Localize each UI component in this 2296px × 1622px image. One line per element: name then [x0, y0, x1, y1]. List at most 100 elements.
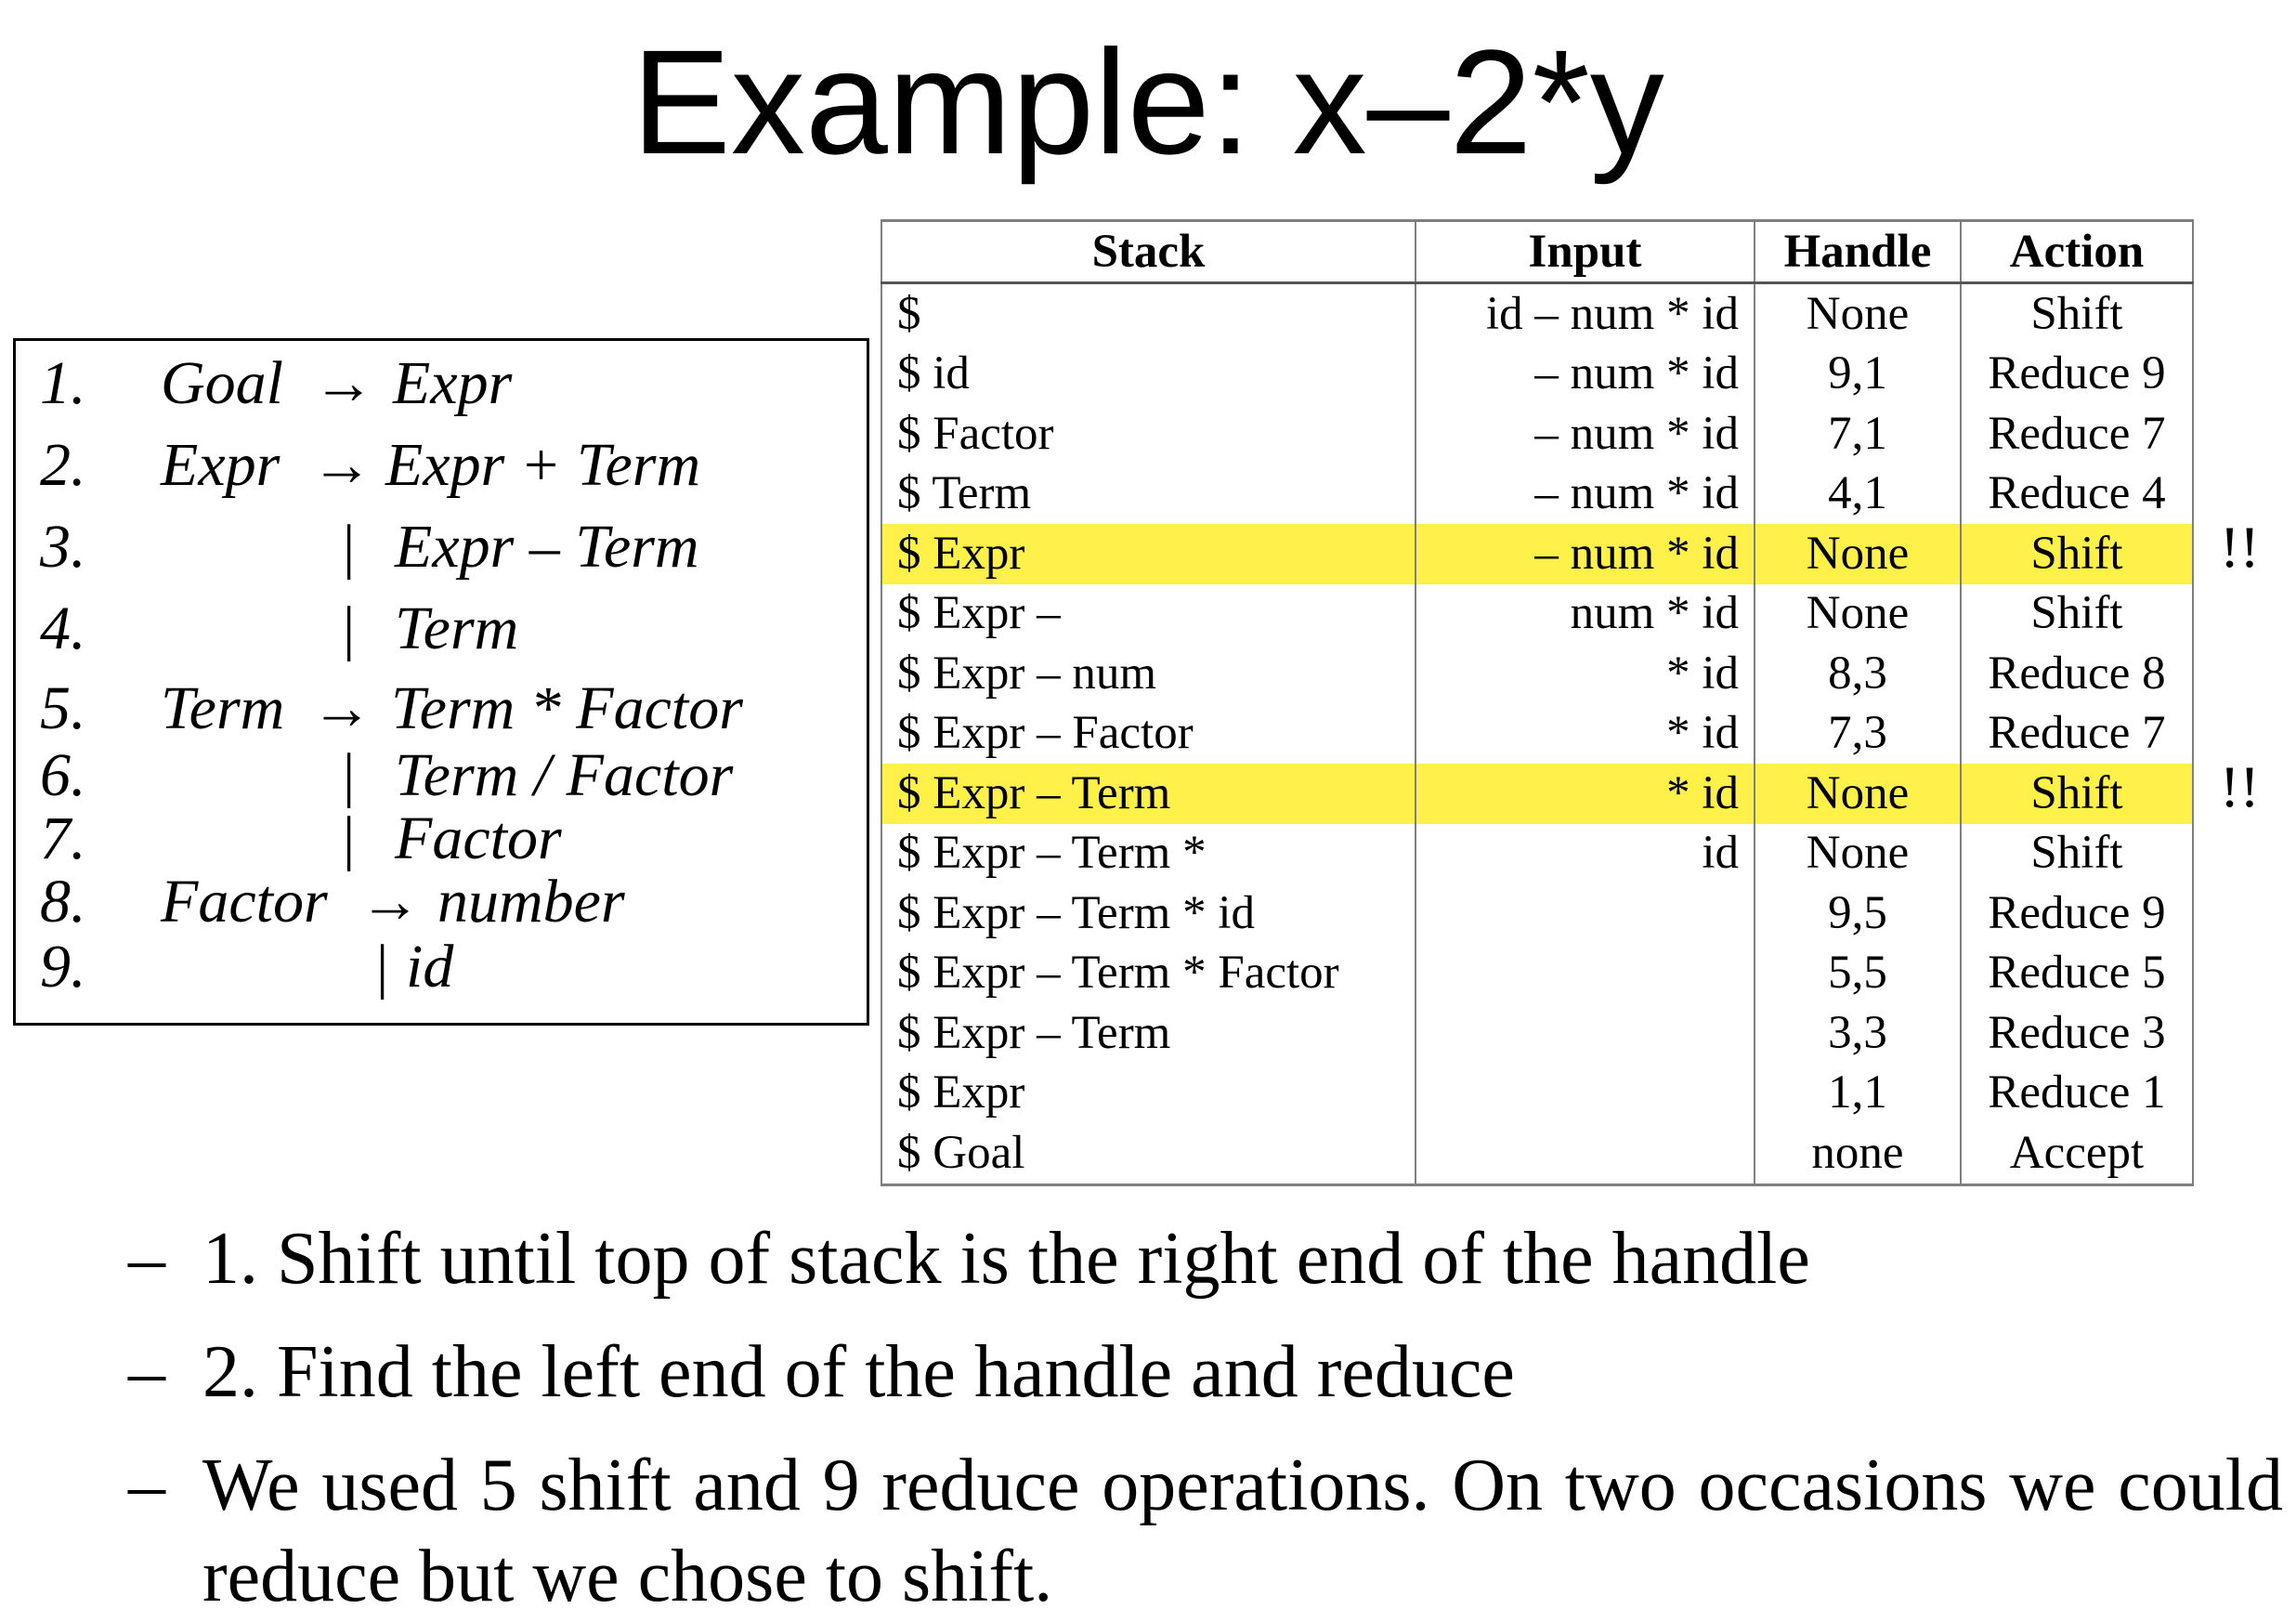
- rule-arrow: →: [311, 674, 372, 742]
- header-action: Action: [1960, 219, 2194, 284]
- cell-action: Shift: [1960, 583, 2194, 644]
- cell-stack: $ Factor: [881, 404, 1416, 464]
- grammar-rule: 4. | Term: [16, 592, 867, 666]
- cell-input: * id: [1415, 703, 1755, 764]
- cell-handle: 3,3: [1754, 1003, 1962, 1064]
- header-stack: Stack: [881, 219, 1416, 284]
- rule-rhs: Term: [395, 595, 519, 662]
- table-row: $ Term – num * id 4,1 Reduce 4: [881, 464, 2194, 524]
- cell-input: * id: [1415, 764, 1755, 824]
- rule-number: 1.: [40, 349, 86, 417]
- bullet-dash: –: [128, 1331, 165, 1413]
- cell-handle: None: [1754, 764, 1962, 824]
- rule-rhs: Factor: [395, 804, 562, 872]
- grammar-rule: 1. Goal → Expr: [16, 347, 867, 421]
- cell-handle: None: [1754, 583, 1962, 644]
- cell-action: Shift: [1960, 282, 2194, 345]
- cell-input: * id: [1415, 644, 1755, 704]
- rule-lhs: Term: [161, 674, 285, 742]
- header-input: Input: [1415, 219, 1755, 284]
- cell-stack: $ Expr: [881, 524, 1416, 584]
- rule-number: 4.: [40, 595, 86, 662]
- rule-rhs: Term * Factor: [391, 674, 743, 742]
- cell-input: – num * id: [1415, 524, 1755, 584]
- table-row: $ id – num * id None Shift: [881, 282, 2194, 345]
- cell-action: Accept: [1960, 1123, 2194, 1186]
- cell-input: [1415, 883, 1755, 944]
- cell-input: – num * id: [1415, 404, 1755, 464]
- table-row: $ Expr – Term 3,3 Reduce 3: [881, 1003, 2194, 1064]
- table-row: $ Expr – Factor * id 7,3 Reduce 7: [881, 703, 2194, 764]
- cell-action: Reduce 8: [1960, 644, 2194, 704]
- cell-stack: $ Expr – Term * Factor: [881, 943, 1416, 1003]
- rule-number: 8.: [40, 868, 86, 935]
- cell-handle: None: [1754, 524, 1962, 584]
- cell-stack: $ Expr – Term: [881, 1003, 1416, 1064]
- table-header-row: Stack Input Handle Action: [881, 219, 2194, 284]
- table-row: $ Expr – Term * Factor 5,5 Reduce 5: [881, 943, 2194, 1003]
- table-row: $ Expr – num * id None Shift: [881, 583, 2194, 644]
- rule-lhs: Expr: [161, 431, 280, 499]
- rule-alternative-bar: |: [376, 933, 389, 1001]
- rule-alternative-bar: |: [343, 741, 356, 809]
- grammar-rule: 2. Expr → Expr + Term: [16, 428, 867, 503]
- cell-input: num * id: [1415, 583, 1755, 644]
- rule-number: 5.: [40, 674, 86, 742]
- cell-input: id: [1415, 823, 1755, 883]
- bullet-text: 2. Find the left end of the handle and r…: [202, 1331, 1515, 1413]
- cell-stack: $ Expr – Term: [881, 764, 1416, 824]
- rule-number: 2.: [40, 431, 86, 499]
- grammar-rule: 5. Term → Term * Factor: [16, 672, 867, 746]
- rule-lhs: Goal: [161, 349, 283, 417]
- cell-action: Shift: [1960, 823, 2194, 883]
- rule-rhs: id: [406, 933, 454, 1001]
- rule-rhs: Term / Factor: [395, 741, 734, 809]
- cell-handle: 4,1: [1754, 464, 1962, 524]
- bullet-text: 1. Shift until top of stack is the right…: [202, 1218, 1810, 1300]
- slide-title: Example: x–2*y: [632, 19, 1664, 185]
- cell-handle: none: [1754, 1123, 1962, 1186]
- rule-number: 6.: [40, 741, 86, 809]
- cell-stack: $ id: [881, 344, 1416, 404]
- cell-stack: $: [881, 282, 1416, 345]
- cell-input: id – num * id: [1415, 282, 1755, 345]
- cell-input: – num * id: [1415, 344, 1755, 404]
- rule-alternative-bar: |: [343, 804, 356, 872]
- grammar-rule: 9. | id: [16, 930, 867, 1004]
- rule-lhs: Factor: [161, 868, 328, 935]
- cell-stack: $ Expr – Term * id: [881, 883, 1416, 944]
- cell-stack: $ Goal: [881, 1123, 1416, 1186]
- cell-stack: $ Expr – Factor: [881, 703, 1416, 764]
- rule-number: 9.: [40, 933, 86, 1001]
- table-row: $ Expr – num * id 8,3 Reduce 8: [881, 644, 2194, 704]
- cell-input: [1415, 1063, 1755, 1123]
- cell-input: [1415, 943, 1755, 1003]
- cell-handle: 9,1: [1754, 344, 1962, 404]
- cell-action: Reduce 4: [1960, 464, 2194, 524]
- cell-action: Reduce 9: [1960, 344, 2194, 404]
- table-row: $ Expr – Term * id None Shift: [881, 823, 2194, 883]
- rule-arrow: →: [311, 431, 372, 499]
- rule-rhs: Expr – Term: [395, 513, 699, 581]
- cell-handle: 7,1: [1754, 404, 1962, 464]
- cell-action: Shift: [1960, 524, 2194, 584]
- cell-stack: $ Expr –: [881, 583, 1416, 644]
- table-row: $ Expr – Term * id None Shift: [881, 764, 2194, 824]
- rule-number: 3.: [40, 513, 86, 581]
- rule-alternative-bar: |: [343, 513, 356, 581]
- rule-arrow: →: [359, 868, 421, 935]
- cell-action: Shift: [1960, 764, 2194, 824]
- table-row: $ Expr – num * id None Shift: [881, 524, 2194, 584]
- rule-alternative-bar: |: [343, 595, 356, 662]
- cell-handle: 8,3: [1754, 644, 1962, 704]
- grammar-box: 1. Goal → Expr 2. Expr → Expr + Term 3. | Expr – T…: [13, 338, 869, 1026]
- cell-handle: 5,5: [1754, 943, 1962, 1003]
- table-row: $ Goal none Accept: [881, 1123, 2194, 1186]
- cell-input: [1415, 1123, 1755, 1186]
- bullet-text: We used 5 shift and 9 reduce operations.…: [202, 1445, 2283, 1617]
- cell-action: Reduce 5: [1960, 943, 2194, 1003]
- cell-handle: 9,5: [1754, 883, 1962, 944]
- table-row: $ id – num * id 9,1 Reduce 9: [881, 344, 2194, 404]
- grammar-rule: 8. Factor → number: [16, 865, 867, 939]
- grammar-rule: 7. | Factor: [16, 802, 867, 876]
